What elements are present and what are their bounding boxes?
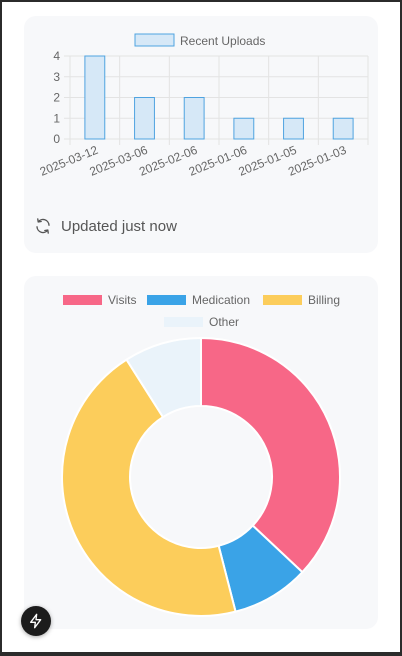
updated-status: Updated just now — [34, 214, 177, 238]
legend-label-other: Other — [209, 315, 239, 329]
legend-swatch-recent-uploads — [134, 33, 175, 47]
bar-2025-01-05[interactable] — [283, 117, 304, 140]
y-tick-label: 4 — [53, 49, 60, 63]
slice-billing[interactable] — [61, 358, 237, 617]
window-frame-bottom — [0, 652, 402, 656]
lightning-icon — [28, 613, 44, 629]
legend-swatch-billing — [263, 295, 302, 305]
bar-2025-02-06[interactable] — [183, 97, 205, 140]
legend-swatch-other — [164, 317, 203, 327]
uploads-chart-card: Recent Uploads 0 1 2 3 4 2025-03-12 2025-03-06 2… — [24, 16, 378, 253]
window-frame-right — [400, 0, 402, 656]
y-tick-label: 2 — [53, 91, 60, 105]
doughnut-legend: Visits Medication Billing Other — [63, 293, 340, 329]
window-frame-left — [0, 0, 2, 656]
legend-swatch-visits — [63, 295, 102, 305]
quick-action-button[interactable] — [21, 606, 51, 636]
slice-visits[interactable] — [200, 336, 341, 574]
window-frame-top — [0, 0, 402, 2]
legend-label-billing: Billing — [308, 293, 340, 307]
bar-legend: Recent Uploads — [134, 33, 265, 48]
y-tick-label: 1 — [53, 111, 60, 125]
slice-other[interactable] — [125, 336, 202, 419]
y-tick-label: 0 — [53, 132, 60, 146]
legend-label-recent-uploads: Recent Uploads — [180, 34, 265, 48]
bar-2025-01-06[interactable] — [233, 117, 255, 140]
category-doughnut-chart: Visits Medication Billing Other — [61, 293, 341, 617]
updated-label: Updated just now — [61, 217, 177, 235]
bar-2025-01-03[interactable] — [332, 117, 354, 140]
category-chart-card: Visits Medication Billing Other — [24, 276, 378, 629]
refresh-icon[interactable] — [34, 217, 52, 235]
legend-label-medication: Medication — [192, 293, 250, 307]
bar-2025-03-12[interactable] — [84, 55, 106, 140]
bar-2025-03-06[interactable] — [134, 97, 155, 140]
legend-swatch-medication — [147, 295, 186, 305]
legend-label-visits: Visits — [108, 293, 136, 307]
y-tick-label: 3 — [53, 70, 60, 84]
uploads-bar-chart: Recent Uploads012342025-03-122025-03-062… — [38, 33, 369, 179]
